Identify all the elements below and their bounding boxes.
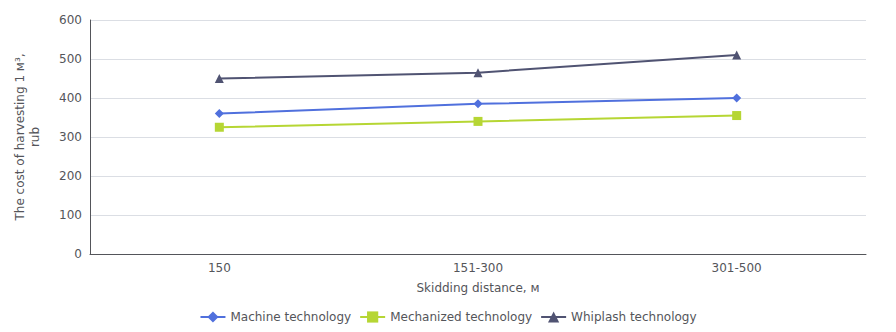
svg-text:301-500: 301-500 xyxy=(712,261,762,275)
svg-text:0: 0 xyxy=(74,247,82,261)
svg-text:200: 200 xyxy=(59,169,82,183)
svg-text:rub: rub xyxy=(28,127,42,147)
svg-text:The cost of harvesting 1 м³,: The cost of harvesting 1 м³, xyxy=(13,53,27,221)
svg-text:Whiplash technology: Whiplash technology xyxy=(571,310,696,324)
svg-text:100: 100 xyxy=(59,208,82,222)
svg-text:500: 500 xyxy=(59,52,82,66)
svg-text:151-300: 151-300 xyxy=(453,261,503,275)
svg-text:Mechanized technology: Mechanized technology xyxy=(390,310,532,324)
svg-text:Machine technology: Machine technology xyxy=(230,310,351,324)
svg-text:Skidding distance, м: Skidding distance, м xyxy=(416,281,539,295)
svg-text:600: 600 xyxy=(59,13,82,27)
svg-text:400: 400 xyxy=(59,91,82,105)
svg-text:150: 150 xyxy=(208,261,231,275)
svg-text:300: 300 xyxy=(59,130,82,144)
